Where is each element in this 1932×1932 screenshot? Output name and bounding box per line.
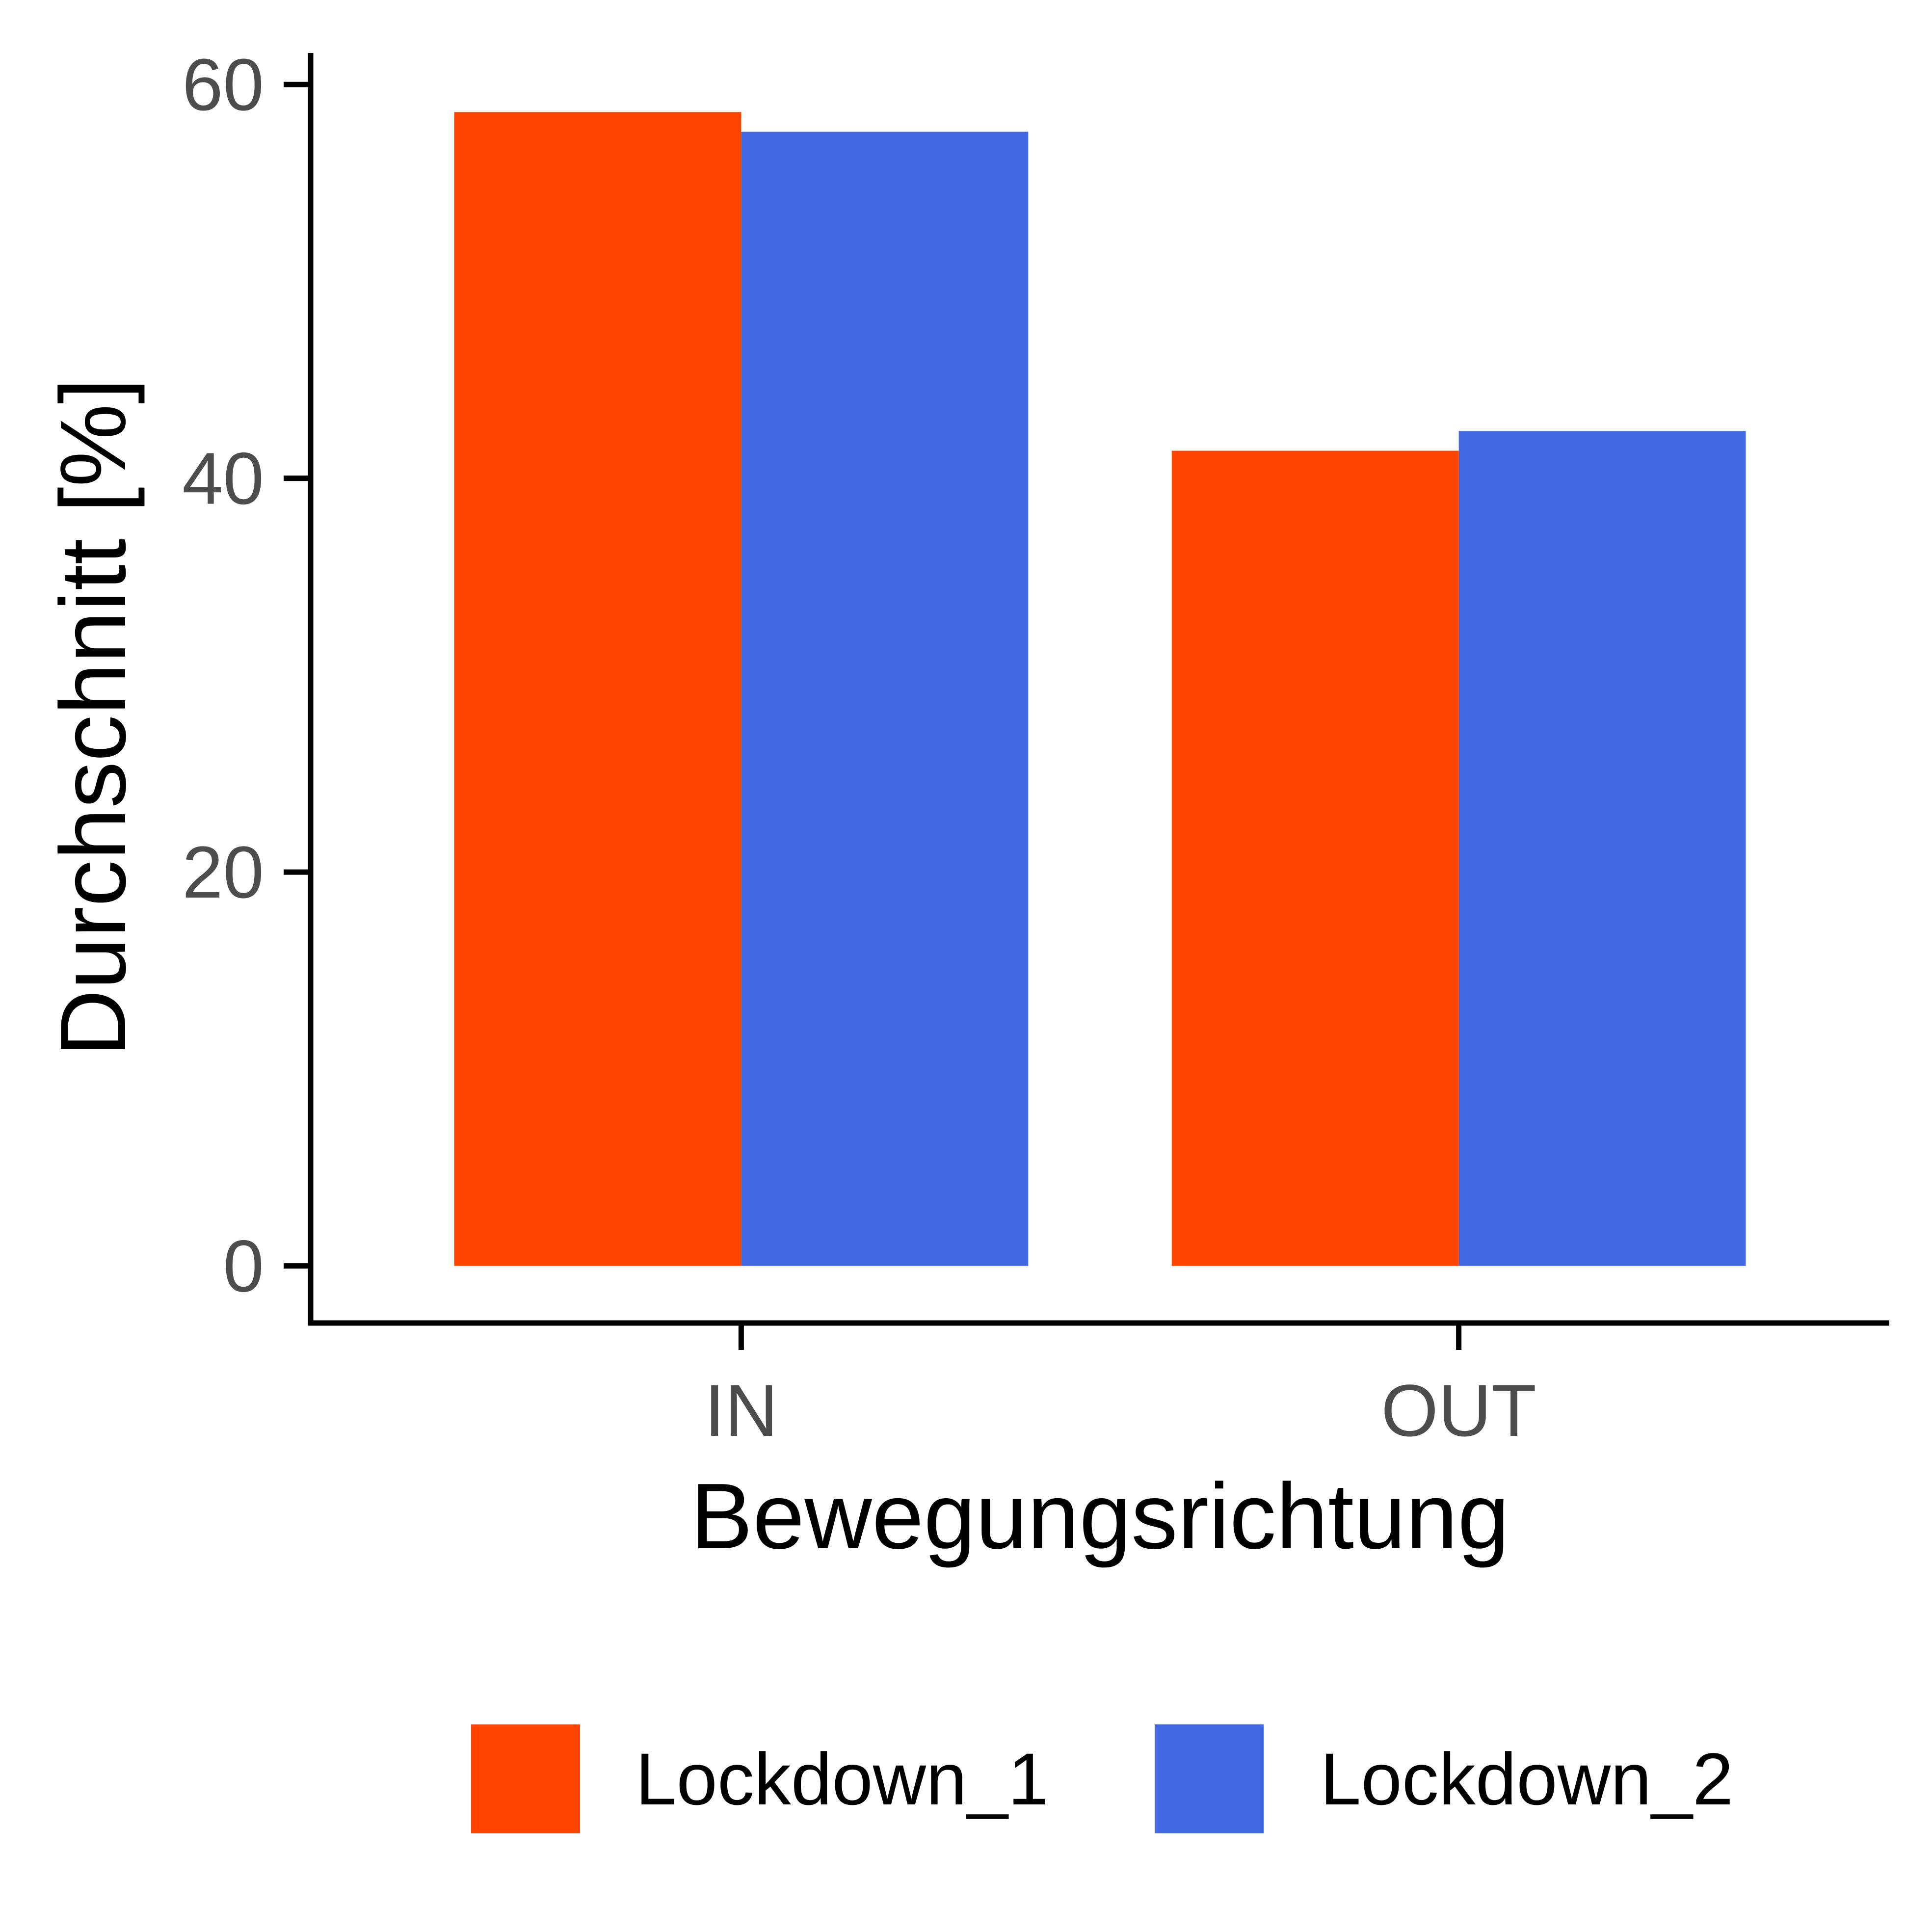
legend-swatch-lockdown_1: [471, 1724, 580, 1833]
y-tick-label: 40: [182, 437, 264, 520]
x-ticks: IN OUT: [704, 1323, 1536, 1452]
bar-lockdown_2-out: [1458, 431, 1746, 1266]
y-axis-title: Durchschnitt [%]: [41, 378, 145, 1057]
legend: Lockdown_1 Lockdown_2: [471, 1724, 1733, 1833]
axes-layer: [308, 53, 1889, 1326]
legend-swatch-lockdown_2: [1155, 1724, 1264, 1833]
x-axis-title: Bewegungsrichtung: [690, 1464, 1509, 1568]
legend-label-lockdown_1: Lockdown_1: [635, 1738, 1049, 1820]
y-ticks: 0 20 40 60: [182, 43, 311, 1307]
bar-lockdown_1-in: [454, 112, 741, 1266]
legend-label-lockdown_2: Lockdown_2: [1320, 1738, 1733, 1820]
x-tick-label-in: IN: [704, 1369, 778, 1452]
bars-layer: [454, 112, 1746, 1266]
bar-lockdown_1-out: [1171, 450, 1459, 1266]
y-tick-label: 0: [223, 1225, 264, 1307]
bar-lockdown_2-in: [741, 132, 1029, 1266]
y-tick-label: 60: [182, 43, 264, 126]
y-tick-label: 20: [182, 831, 264, 913]
x-tick-label-out: OUT: [1381, 1369, 1536, 1452]
